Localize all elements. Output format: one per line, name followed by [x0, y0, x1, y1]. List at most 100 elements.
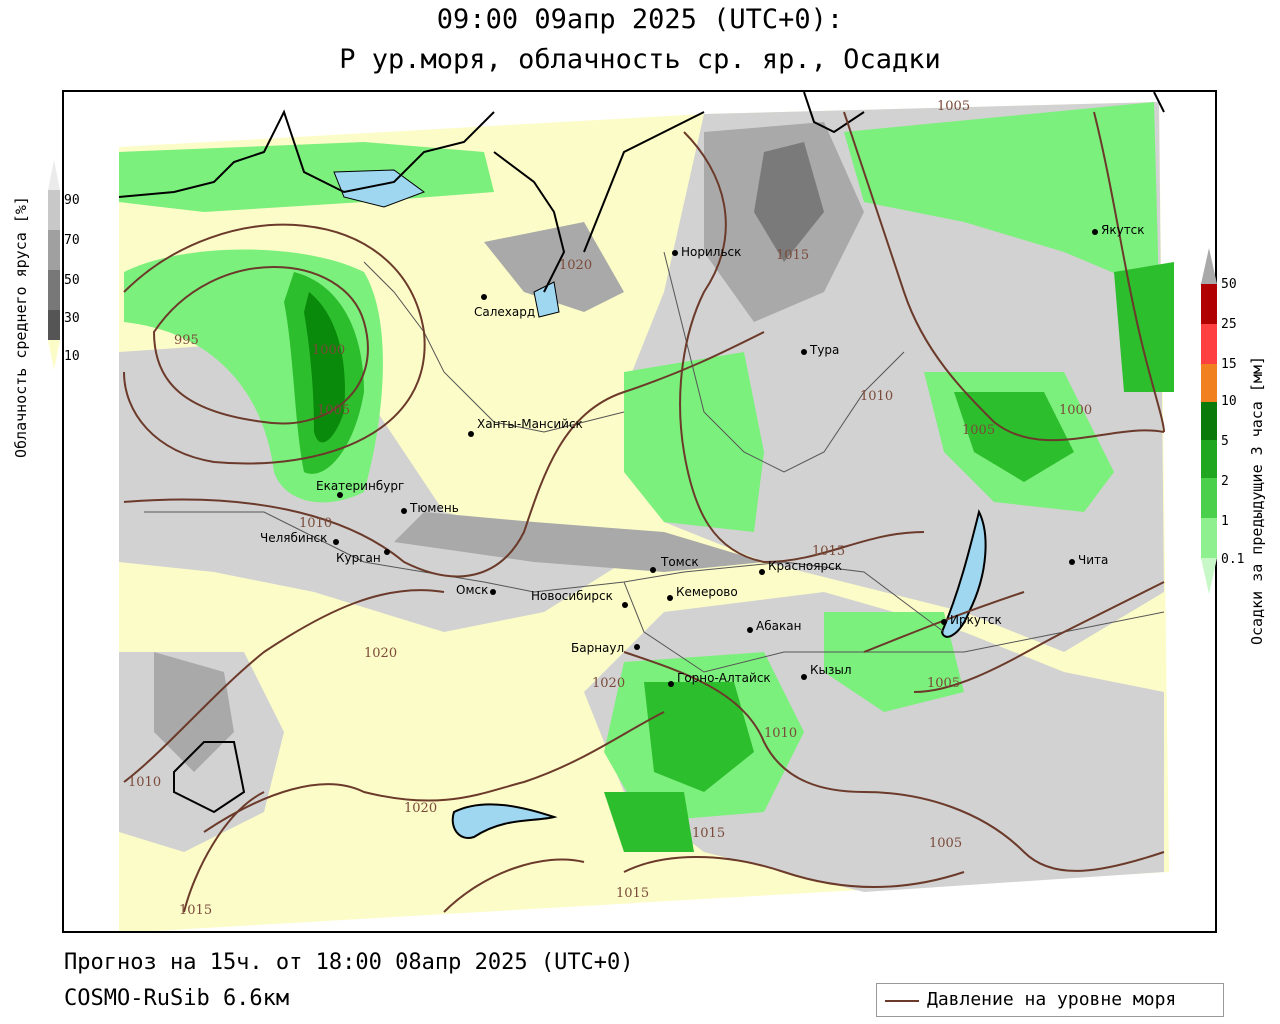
- city-dot: [650, 567, 656, 573]
- cloud-scale-cap-bottom: [48, 340, 60, 370]
- isobars: [123, 111, 1165, 913]
- city-dot: [337, 492, 343, 498]
- precip-mongolia: [604, 792, 694, 852]
- precip-swatch-2: [1201, 478, 1217, 518]
- weather-map[interactable]: 1005 1015 1020 995 1000 1005 1010 1010 1…: [62, 90, 1217, 933]
- precip-tick: 50: [1221, 277, 1237, 292]
- cloud-swatch-30: [48, 310, 60, 340]
- city-label: Якутск: [1101, 223, 1145, 237]
- city-label: Челябинск: [260, 531, 327, 545]
- precip-urals-heavy: [304, 292, 345, 443]
- pressure-legend: Давление на уровне моря: [876, 983, 1224, 1017]
- precip-tick: 10: [1221, 394, 1237, 409]
- isobar-label: 1010: [764, 726, 797, 741]
- isobar-line-sample: [885, 1000, 919, 1002]
- isobar-label: 1015: [812, 544, 845, 559]
- city-label: Новосибирск: [531, 589, 613, 603]
- city-dot: [668, 681, 674, 687]
- city-dot: [667, 595, 673, 601]
- precip-tick: 2: [1221, 474, 1229, 489]
- caspian-coast: [173, 741, 246, 814]
- precip-swatch-25: [1201, 324, 1217, 364]
- lake-baikal: [940, 509, 987, 638]
- city-markers: Норильск Якутск Салехард Тура Ханты-Манс…: [260, 223, 1145, 687]
- cloud-north-darkest: [754, 142, 824, 262]
- city-label: Омск: [456, 583, 488, 597]
- city-label: Кызыл: [810, 663, 852, 677]
- lake-balkhash: [451, 803, 558, 839]
- precip-scale-cap-bottom: [1201, 558, 1217, 594]
- regional-borders: [144, 511, 1165, 673]
- isobar-label: 1020: [364, 646, 397, 661]
- precip-altai-mid: [644, 682, 754, 792]
- cloud-swatch-90: [48, 190, 60, 230]
- precip-swatch-10: [1201, 402, 1217, 440]
- isobar-label: 1015: [616, 886, 649, 901]
- isobar-label: 1020: [559, 258, 592, 273]
- precip-east-mid: [954, 392, 1074, 482]
- city-label: Курган: [336, 551, 381, 565]
- cloud-tick: 70: [64, 233, 80, 248]
- isobar-label: 1015: [776, 248, 809, 263]
- arctic-coastline: [118, 109, 705, 293]
- forecast-info: Прогноз на 15ч. от 18:00 08апр 2025 (UTC…: [64, 950, 634, 975]
- city-dot: [759, 569, 765, 575]
- city-label: Барнаул: [571, 641, 624, 655]
- map-title-time: 09:00 09апр 2025 (UTC+0):: [436, 4, 844, 35]
- precip-tick: 25: [1221, 317, 1237, 332]
- cloud-swatch-70: [48, 230, 60, 270]
- map-title-fields: P ур.моря, облачность ср. яр., Осадки: [339, 44, 941, 75]
- cloud-yamal: [484, 222, 624, 312]
- city-dot: [1092, 229, 1098, 235]
- isobar-label: 1000: [312, 343, 345, 358]
- city-label: Иркутск: [950, 613, 1002, 627]
- city-label: Норильск: [681, 245, 741, 259]
- precip-scale-label: Осадки за предыдущие 3 часа [мм]: [1248, 356, 1266, 645]
- isobar-label: 1010: [128, 775, 161, 790]
- city-label: Горно-Алтайск: [677, 671, 771, 685]
- isobar-labels: 1005 1015 1020 995 1000 1005 1010 1010 1…: [128, 99, 1092, 918]
- city-dot: [672, 250, 678, 256]
- city-label: Чита: [1078, 553, 1108, 567]
- city-label: Красноярск: [768, 559, 842, 573]
- isobar-label: 1005: [927, 676, 960, 691]
- city-dot: [801, 349, 807, 355]
- city-label: Абакан: [756, 619, 801, 633]
- city-dot: [468, 431, 474, 437]
- isobar-label: 1015: [179, 903, 212, 918]
- precip-swatch-50: [1201, 284, 1217, 324]
- isobar-label: 1010: [860, 389, 893, 404]
- precip-tick: 0.1: [1221, 552, 1245, 567]
- precip-yakutia-north: [844, 102, 1159, 292]
- city-dot: [481, 294, 487, 300]
- cloud-tick: 10: [64, 349, 80, 364]
- precip-swatch-15: [1201, 364, 1217, 402]
- cloud-tick: 30: [64, 311, 80, 326]
- city-dot: [747, 627, 753, 633]
- isobar-label: 995: [174, 333, 199, 348]
- precip-central: [624, 352, 764, 532]
- city-label: Томск: [660, 555, 699, 569]
- precip-scale-cap-top: [1201, 248, 1217, 284]
- city-label: Екатеринбург: [316, 479, 404, 493]
- cloud-scale-cap-top: [48, 160, 60, 190]
- precip-scale-bar: [1201, 248, 1217, 594]
- isobar-label: 1015: [692, 826, 725, 841]
- cloud-tick: 50: [64, 273, 80, 288]
- model-name: COSMO-RuSib 6.6км: [64, 986, 290, 1011]
- cloud-tick: 90: [64, 193, 80, 208]
- city-label: Кемерово: [676, 585, 738, 599]
- cloud-band-mid: [394, 512, 764, 572]
- district-borders: [363, 251, 905, 473]
- cloud-scale-label: Облачность среднего яруса [%]: [12, 196, 30, 458]
- isobar-label: 1005: [937, 99, 970, 114]
- city-dot: [333, 539, 339, 545]
- isobar-label: 1005: [962, 423, 995, 438]
- precip-sayan: [824, 612, 964, 712]
- kara-sea-bay: [333, 169, 426, 208]
- cloud-area-west: [119, 342, 624, 632]
- isobar-label: 1005: [929, 836, 962, 851]
- precip-tick: 1: [1221, 514, 1229, 529]
- precip-swatch-5: [1201, 440, 1217, 478]
- map-canvas: 1005 1015 1020 995 1000 1005 1010 1010 1…: [118, 92, 1174, 931]
